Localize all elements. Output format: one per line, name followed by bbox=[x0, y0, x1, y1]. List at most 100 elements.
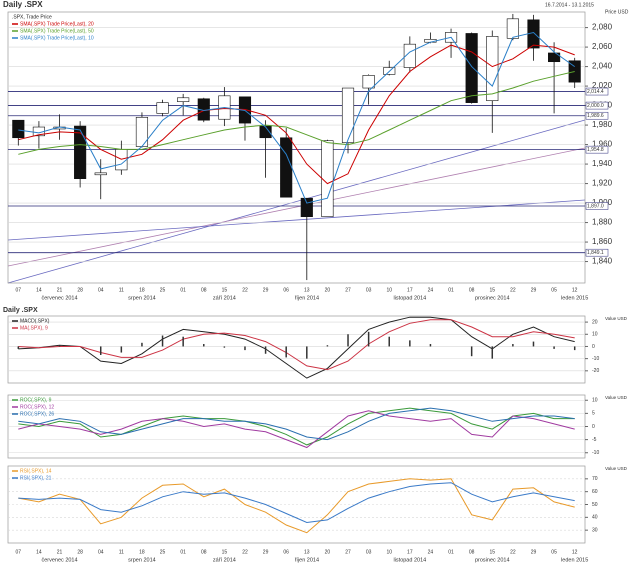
panel-frame bbox=[7, 315, 586, 384]
x-tick-label: 13 bbox=[304, 287, 310, 293]
legend-entry: ROC(.SPX), 9 bbox=[20, 397, 52, 403]
month-label: leden 2015 bbox=[561, 295, 588, 301]
y-tick-label: 30 bbox=[592, 527, 598, 533]
legend-entry: SMA(.SPX) Trade Price(Last), 20 bbox=[20, 21, 94, 27]
y-tick-label: 1,860 bbox=[592, 237, 613, 246]
month-label: prosinec 2014 bbox=[475, 295, 510, 301]
y-tick-label: 5 bbox=[592, 411, 595, 417]
x-tick-label: 24 bbox=[428, 549, 434, 555]
candle-body bbox=[74, 125, 87, 179]
y-tick-label: 0 bbox=[592, 344, 595, 350]
level-label: 2,000.0 bbox=[587, 103, 604, 109]
trend-line bbox=[7, 199, 586, 241]
candle-body bbox=[341, 87, 355, 143]
y-tick-label: 2,020 bbox=[592, 81, 613, 90]
candle-body bbox=[568, 60, 581, 83]
trend-line bbox=[7, 147, 586, 267]
y-tick-label: 1,940 bbox=[592, 159, 613, 168]
x-tick-label: 28 bbox=[77, 287, 83, 293]
candle-body bbox=[548, 52, 561, 63]
level-label: 2,014.4 bbox=[587, 89, 604, 95]
y-tick-label: 2,080 bbox=[592, 23, 613, 32]
month-label: červenec 2014 bbox=[41, 557, 77, 563]
x-tick-label: 27 bbox=[345, 287, 351, 293]
y-tick-label: 2,060 bbox=[592, 42, 613, 51]
month-label: listopad 2014 bbox=[393, 295, 426, 301]
legend-entry: MACD(.SPX) bbox=[20, 318, 50, 324]
level-label: 1,849.1 bbox=[587, 250, 604, 256]
x-tick-label: 01 bbox=[448, 287, 454, 293]
x-tick-label: 15 bbox=[222, 549, 228, 555]
x-tick-label: 18 bbox=[139, 549, 145, 555]
y-tick-label: 1,840 bbox=[592, 257, 613, 266]
level-tag bbox=[585, 202, 609, 210]
x-tick-label: 12 bbox=[572, 549, 578, 555]
x-tick-label: 07 bbox=[16, 549, 22, 555]
panel-unit: Value USD bbox=[605, 466, 628, 471]
x-tick-label: 01 bbox=[448, 549, 454, 555]
series-line bbox=[18, 478, 575, 534]
x-tick-label: 28 bbox=[77, 549, 83, 555]
y-tick-label: -10 bbox=[592, 450, 599, 456]
trend-line bbox=[7, 119, 586, 284]
legend-entry: MA(.SPX), 9 bbox=[20, 325, 48, 331]
x-tick-label: 27 bbox=[345, 549, 351, 555]
x-tick-label: 10 bbox=[386, 549, 392, 555]
x-tick-label: 11 bbox=[119, 549, 124, 555]
y-tick-label: 1,880 bbox=[592, 218, 613, 227]
x-tick-label: 25 bbox=[160, 549, 166, 555]
candle-body bbox=[465, 33, 478, 103]
price-unit: Price USD bbox=[605, 9, 629, 15]
month-label: září 2014 bbox=[213, 295, 236, 301]
x-tick-label: 08 bbox=[469, 287, 475, 293]
candle-body bbox=[94, 172, 107, 176]
x-tick-label: 11 bbox=[119, 287, 124, 293]
series-line bbox=[18, 482, 575, 524]
x-tick-label: 07 bbox=[16, 287, 22, 293]
x-tick-label: 25 bbox=[160, 287, 166, 293]
candle-body bbox=[12, 119, 25, 139]
x-tick-label: 10 bbox=[386, 287, 392, 293]
x-tick-label: 03 bbox=[366, 549, 372, 555]
x-tick-label: 12 bbox=[572, 287, 578, 293]
x-tick-label: 05 bbox=[551, 287, 557, 293]
month-label: prosinec 2014 bbox=[475, 557, 510, 563]
legend-entry: SMA(.SPX) Trade Price(Last), 10 bbox=[20, 35, 94, 41]
date-range: 16.7.2014 - 13.1.2015 bbox=[545, 2, 594, 8]
x-tick-label: 20 bbox=[325, 287, 331, 293]
candle-body bbox=[280, 137, 293, 198]
x-tick-label: 04 bbox=[98, 287, 104, 293]
series-line bbox=[18, 319, 575, 371]
level-label: 1,954.8 bbox=[587, 147, 604, 153]
x-tick-label: 17 bbox=[407, 549, 413, 555]
x-tick-label: 20 bbox=[325, 549, 331, 555]
legend-entry: RSI(.SPX), 14 bbox=[20, 468, 52, 474]
series-line bbox=[18, 407, 575, 446]
x-tick-label: 21 bbox=[57, 287, 63, 293]
y-tick-label: 40 bbox=[592, 515, 598, 521]
month-label: leden 2015 bbox=[561, 557, 588, 563]
x-tick-label: 01 bbox=[180, 287, 186, 293]
x-tick-label: 06 bbox=[283, 287, 289, 293]
level-tag bbox=[585, 101, 609, 110]
y-tick-label: 1,980 bbox=[592, 120, 613, 129]
series-line bbox=[18, 410, 575, 449]
candle-body bbox=[135, 116, 149, 147]
x-tick-label: 22 bbox=[242, 549, 248, 555]
candle-body bbox=[403, 43, 416, 68]
series-line bbox=[18, 407, 575, 441]
candle-body bbox=[362, 75, 375, 89]
x-tick-label: 08 bbox=[201, 549, 207, 555]
candle-body bbox=[506, 18, 519, 39]
candle-body bbox=[156, 102, 169, 114]
y-tick-label: -10 bbox=[592, 356, 599, 362]
y-tick-label: 10 bbox=[592, 398, 598, 404]
legend-entry: SMA(.SPX) Trade Price(Last), 50 bbox=[20, 28, 94, 34]
y-tick-label: 1,920 bbox=[592, 179, 613, 188]
y-tick-label: 20 bbox=[592, 319, 598, 325]
level-tag bbox=[585, 87, 609, 96]
y-tick-label: 50 bbox=[592, 502, 598, 508]
y-tick-label: 10 bbox=[592, 332, 598, 338]
y-tick-label: 70 bbox=[592, 476, 598, 482]
x-tick-label: 08 bbox=[469, 549, 475, 555]
